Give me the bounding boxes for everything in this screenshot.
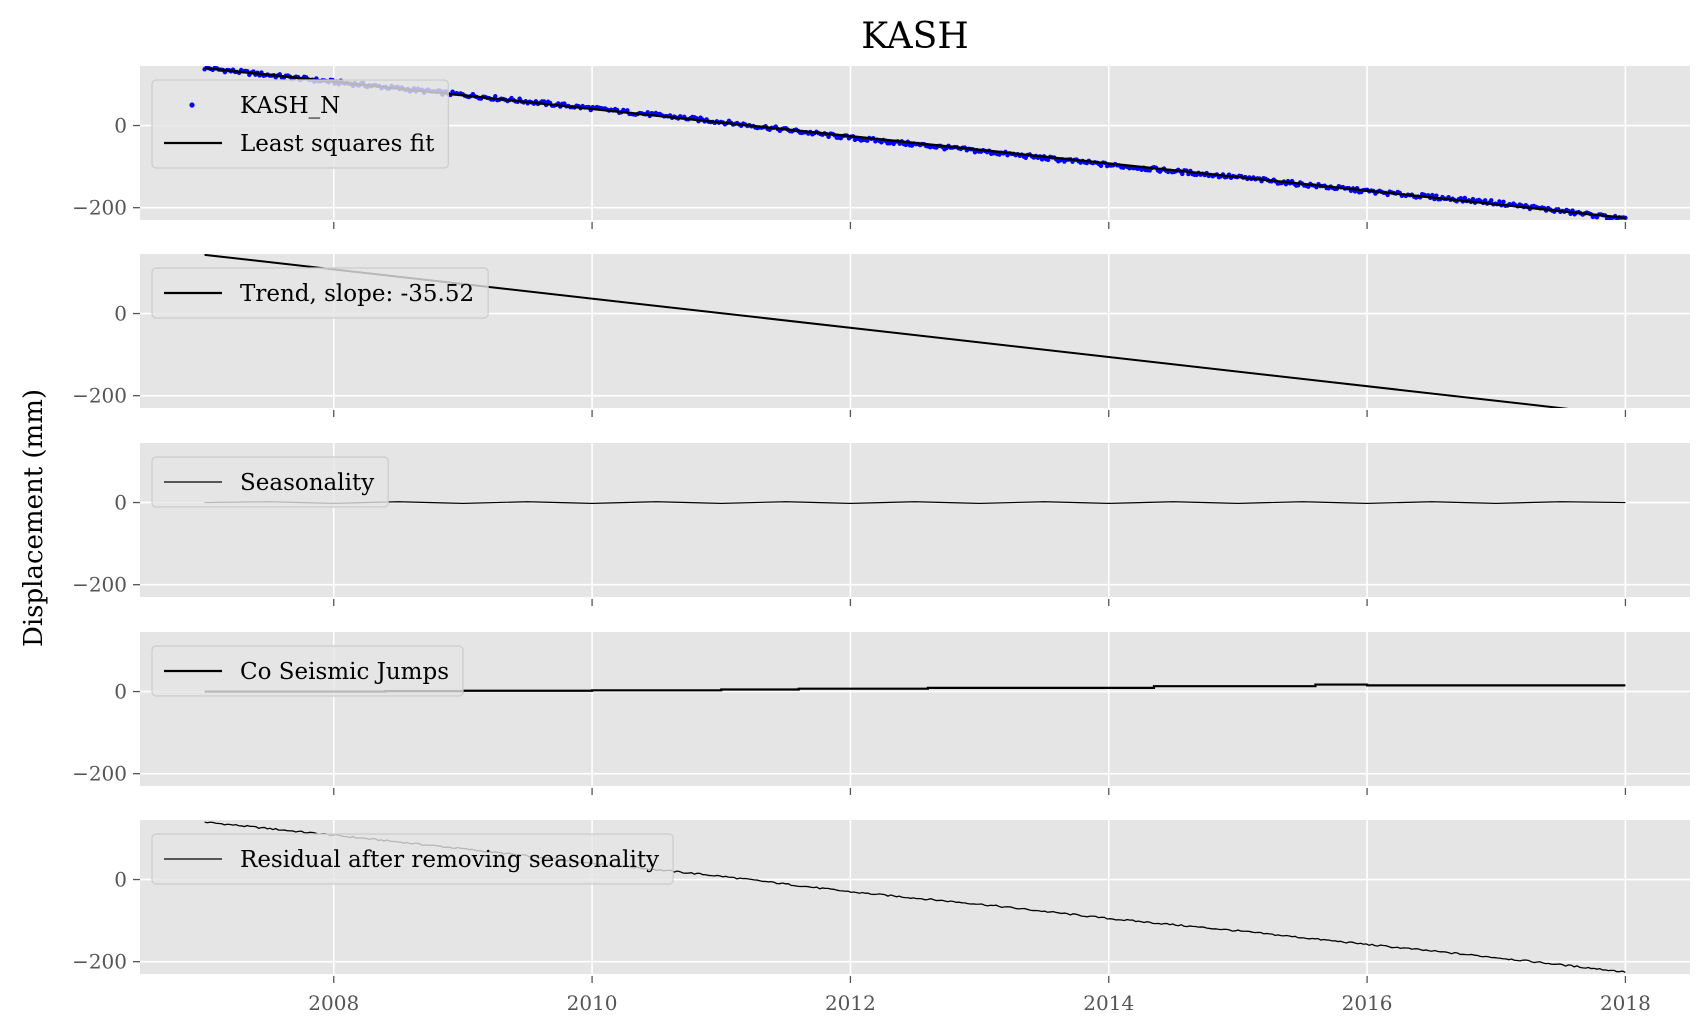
series-line (204, 501, 1626, 504)
x-tick-label: 2008 (308, 991, 359, 1015)
x-tick-label: 2010 (567, 991, 618, 1015)
x-tick-label: 2018 (1600, 991, 1651, 1015)
x-tick-label: 2012 (825, 991, 876, 1015)
legend-label: Least squares fit (240, 131, 435, 157)
legend: Residual after removing seasonality (151, 833, 674, 885)
plot-area (140, 443, 1690, 597)
panels-layer: 0 −200 KASH_N Least squares fit 0 −200 Trend, … (72, 66, 1690, 1015)
y-axis-label: Displacement (mm) (19, 389, 49, 647)
legend-box (151, 645, 464, 697)
data-point (1098, 163, 1104, 169)
y-tick-label: 0 (114, 114, 127, 138)
y-tick-label: −200 (72, 762, 127, 786)
panel-3: 0 −200 Seasonality (72, 443, 1690, 606)
data-point (1180, 171, 1185, 177)
x-tick-label: 2016 (1342, 991, 1393, 1015)
y-tick-label: 0 (114, 491, 127, 515)
data-point (645, 110, 650, 115)
data-point (1497, 199, 1502, 204)
panel-2: 0 −200 Trend, slope: -35.52 (72, 254, 1690, 417)
y-tick-label: 0 (114, 868, 127, 892)
legend-label: KASH_N (240, 93, 340, 119)
y-tick-label: −200 (72, 384, 127, 408)
series-group (204, 501, 1626, 504)
legend-box (151, 833, 674, 885)
legend-box (151, 79, 449, 169)
y-tick-label: −200 (72, 196, 127, 220)
legend-label: Seasonality (240, 470, 374, 496)
chart-title: KASH (861, 16, 969, 57)
data-point (1501, 199, 1506, 204)
data-point (1430, 192, 1435, 198)
legend: KASH_N Least squares fit (151, 79, 449, 169)
legend-label: Residual after removing seasonality (240, 847, 659, 873)
data-point (1482, 198, 1488, 203)
legend-label: Trend, slope: -35.52 (240, 281, 474, 307)
data-point (1462, 195, 1468, 201)
data-point (1470, 196, 1476, 202)
y-tick-label: −200 (72, 950, 127, 974)
legend-marker (189, 102, 195, 108)
y-tick-label: −200 (72, 573, 127, 597)
legend-box (151, 456, 389, 508)
data-point (903, 142, 909, 148)
y-tick-label: 0 (114, 680, 127, 704)
legend: Trend, slope: -35.52 (151, 267, 489, 319)
legend-label: Co Seismic Jumps (240, 659, 449, 685)
y-tick-label: 0 (114, 302, 127, 326)
x-tick-label: 2014 (1083, 991, 1134, 1015)
panel-4: 0 −200 Co Seismic Jumps (72, 632, 1690, 795)
data-point (826, 134, 831, 140)
data-point (1489, 198, 1494, 203)
panel-5: 0 −200 2008 2010 2012 2014 2016 2018 Residual af… (72, 820, 1690, 1015)
data-point (493, 94, 498, 99)
legend: Co Seismic Jumps (151, 645, 464, 697)
panel-1: 0 −200 KASH_N Least squares fit (72, 66, 1690, 229)
legend-box (151, 267, 489, 319)
legend: Seasonality (151, 456, 389, 508)
